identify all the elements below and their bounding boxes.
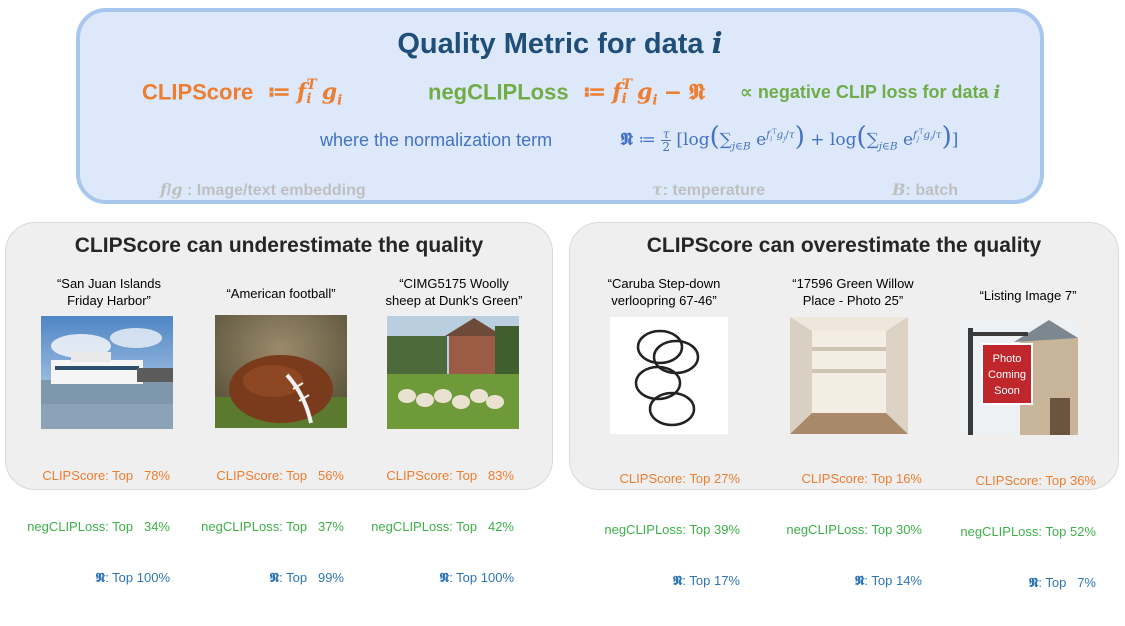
sheep-photo bbox=[387, 316, 519, 429]
football-photo bbox=[215, 315, 347, 428]
stats-listing: CLIPScore: Top 36% negCLIPLoss: Top 52% … bbox=[960, 473, 1096, 591]
legend-batch: B: batch bbox=[892, 180, 958, 199]
legend-embedding: f/g : Image/text embedding bbox=[160, 180, 366, 199]
underestimate-title: CLIPScore can underestimate the quality bbox=[74, 234, 484, 257]
overestimate-title: CLIPScore can overestimate the quality bbox=[646, 234, 1042, 257]
stats-football: CLIPScore: Top 56% negCLIPLoss: Top 37% … bbox=[201, 468, 344, 586]
caption-rings: “Caruba Step-down verloopring 67-46” bbox=[607, 276, 721, 308]
clipscore-formula: CLIPScore ≔ fiT gi bbox=[142, 77, 343, 109]
rings-sketch bbox=[610, 317, 728, 434]
normalization-note: where the normalization term bbox=[320, 130, 553, 150]
caption-sheep: “CIMG5175 Woolly sheep at Dunk's Green” bbox=[385, 276, 523, 308]
caption-ferry: “San Juan Islands Friday Harbor” bbox=[56, 276, 162, 308]
photo-coming-soon-sign: Photo Coming Soon bbox=[960, 318, 1078, 435]
stats-ferry: CLIPScore: Top 78% negCLIPLoss: Top 34% … bbox=[27, 468, 170, 586]
proportional-note: ∝ negative CLIP loss for data i bbox=[740, 82, 1001, 103]
negclip-label: negCLIPLoss bbox=[428, 79, 569, 105]
sign-text-3: Soon bbox=[994, 385, 1020, 397]
ferry-photo bbox=[41, 316, 173, 429]
metric-title: Quality Metric for data i bbox=[397, 26, 723, 60]
legend-temperature: τ: temperature bbox=[652, 180, 766, 199]
sign-text-2: Coming bbox=[988, 369, 1026, 381]
stats-sheep: CLIPScore: Top 83% negCLIPLoss: Top 42% … bbox=[371, 468, 514, 586]
clipscore-label: CLIPScore bbox=[142, 79, 254, 105]
closet-photo bbox=[790, 317, 908, 434]
overestimate-panel: CLIPScore can overestimate the quality “… bbox=[569, 222, 1119, 591]
caption-closet: “17596 Green Willow Place - Photo 25” bbox=[792, 276, 914, 308]
negclip-formula: negCLIPLoss ≔ fiT gi − 𝕹 bbox=[428, 77, 706, 109]
quality-metric-box: Quality Metric for data i CLIPScore ≔ fi… bbox=[76, 8, 1044, 204]
sign-text-1: Photo bbox=[993, 353, 1022, 365]
stats-rings: CLIPScore: Top 27% negCLIPLoss: Top 39% … bbox=[604, 471, 740, 589]
caption-football: “American football” bbox=[226, 286, 336, 301]
underestimate-panel: CLIPScore can underestimate the quality … bbox=[5, 222, 553, 586]
stats-closet: CLIPScore: Top 16% negCLIPLoss: Top 30% … bbox=[786, 471, 922, 589]
caption-listing: “Listing Image 7” bbox=[979, 288, 1077, 303]
